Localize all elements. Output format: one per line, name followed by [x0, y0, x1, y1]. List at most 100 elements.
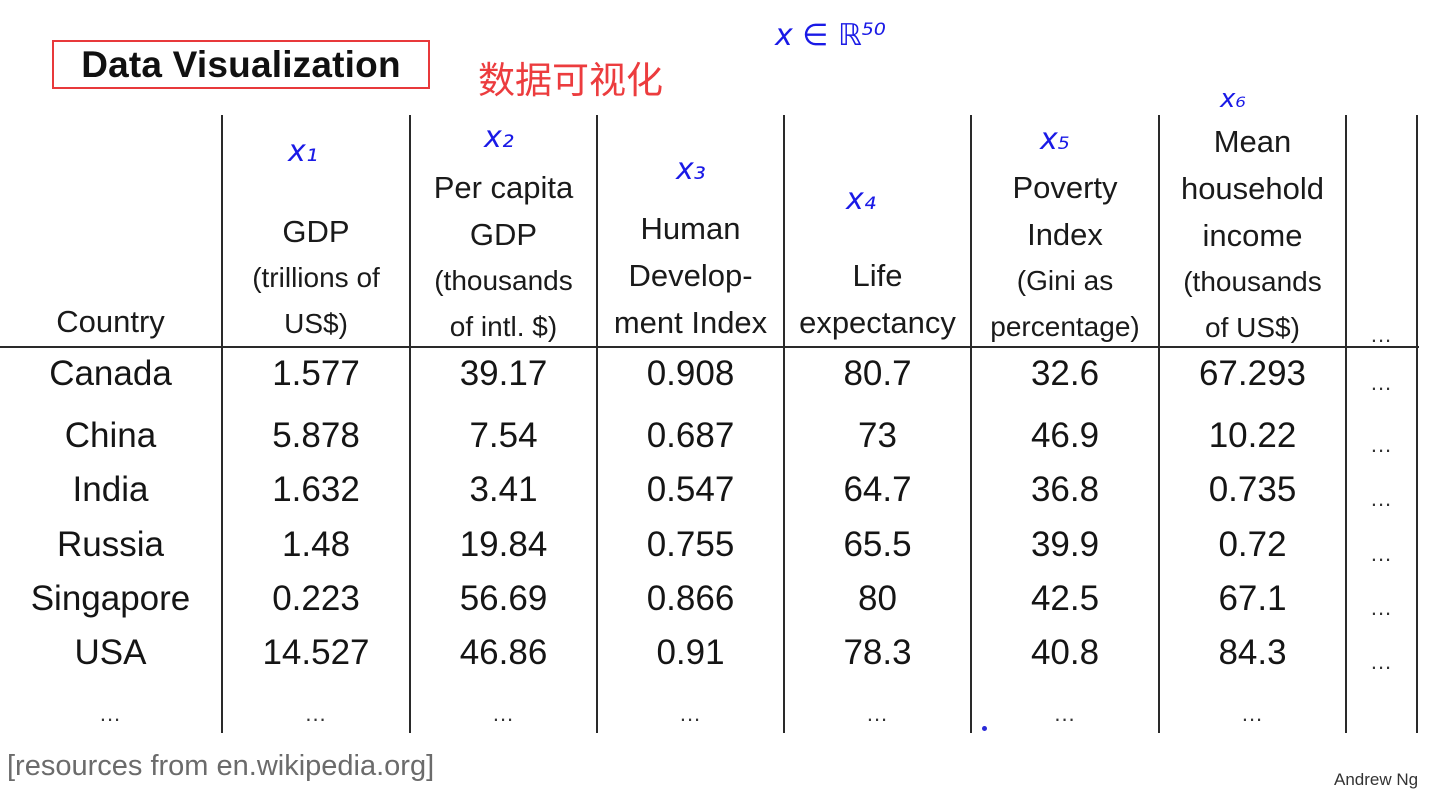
- cell-gdp: 1.48: [281, 525, 351, 564]
- cell-gdp: 5.878: [272, 416, 360, 455]
- cell-hdi: 0.755: [646, 525, 735, 564]
- column-divider: [221, 115, 223, 733]
- cell-household-income: 0.735: [1208, 470, 1297, 509]
- header-line: Per capita: [433, 170, 574, 205]
- cell-life-expectancy: 78.3: [843, 633, 912, 672]
- cell-life-expectancy: 73: [858, 416, 897, 455]
- feature-label-x2: x₂: [484, 120, 514, 155]
- feature-label-x1: x₁: [288, 134, 318, 169]
- feature-label-x6: x₆: [1220, 84, 1246, 114]
- cell-country: Russia: [57, 525, 164, 564]
- cell-more: ...: [1370, 649, 1393, 674]
- header-line: ment Index: [613, 305, 768, 340]
- cell-household-income: ...: [1241, 701, 1264, 726]
- cell-life-expectancy: 80: [858, 579, 897, 618]
- cell-per-capita-gdp: 39.17: [459, 354, 548, 393]
- cell-country: ...: [99, 701, 122, 726]
- column-divider: [1158, 115, 1160, 733]
- cell-country: Canada: [49, 354, 172, 393]
- cell-hdi: 0.91: [656, 633, 725, 672]
- header-subline: US$): [284, 308, 348, 339]
- column-header-country: Country: [0, 298, 221, 345]
- pen-dot-mark: [982, 726, 987, 731]
- author-credit: Andrew Ng: [1334, 770, 1419, 789]
- source-citation: [resources from en.wikipedia.org]: [7, 750, 435, 782]
- header-line: household: [1180, 171, 1325, 206]
- feature-label-x5: x₅: [1040, 122, 1070, 157]
- header-line: Life: [852, 258, 903, 293]
- cell-per-capita-gdp: ...: [492, 701, 515, 726]
- slide-title-box: Data Visualization: [52, 40, 430, 89]
- column-divider: [409, 115, 411, 733]
- cell-household-income: 67.1: [1218, 579, 1287, 618]
- cell-more: ...: [1370, 432, 1393, 457]
- column-divider: [1345, 115, 1347, 733]
- cell-country: India: [72, 470, 149, 509]
- header-subline: of US$): [1205, 312, 1300, 343]
- column-header-hdi: Human Develop- ment Index: [598, 205, 783, 346]
- header-subline: (thousands: [1183, 266, 1322, 297]
- slide-title: Data Visualization: [81, 43, 401, 85]
- cell-life-expectancy: 64.7: [843, 470, 912, 509]
- cell-more: ...: [1370, 486, 1393, 511]
- cell-household-income: 10.22: [1208, 416, 1297, 455]
- column-header-gdp: GDP (trillions of US$): [223, 208, 409, 347]
- cell-per-capita-gdp: 3.41: [469, 470, 538, 509]
- cell-hdi: 0.687: [646, 416, 735, 455]
- cell-hdi: 0.866: [646, 579, 735, 618]
- handwritten-annotation-dimension: x ∈ ℝ⁵⁰: [775, 18, 886, 53]
- header-line: GDP: [282, 214, 350, 249]
- cell-per-capita-gdp: 7.54: [469, 416, 538, 455]
- cell-household-income: 0.72: [1218, 525, 1287, 564]
- cell-per-capita-gdp: 46.86: [459, 633, 548, 672]
- cell-country: USA: [74, 633, 147, 672]
- cell-more: ...: [1370, 541, 1393, 566]
- column-divider: [970, 115, 972, 733]
- cell-household-income: 84.3: [1218, 633, 1287, 672]
- cell-gdp: 14.527: [262, 633, 370, 672]
- cell-hdi: 0.547: [646, 470, 735, 509]
- cell-more: ...: [1370, 370, 1393, 395]
- cell-poverty-index: 32.6: [1030, 354, 1100, 393]
- cell-gdp: 1.632: [272, 470, 360, 509]
- cell-more: ...: [1370, 595, 1393, 620]
- cell-poverty-index: 39.9: [1030, 525, 1100, 564]
- cell-country: China: [64, 416, 157, 455]
- header-line: Human: [640, 211, 741, 246]
- cell-life-expectancy: 65.5: [843, 525, 912, 564]
- cell-gdp: 0.223: [272, 579, 360, 618]
- cell-life-expectancy: 80.7: [843, 354, 912, 393]
- cell-gdp: ...: [305, 701, 327, 726]
- cell-poverty-index: 40.8: [1030, 633, 1100, 672]
- cell-per-capita-gdp: 56.69: [459, 579, 548, 618]
- feature-label-x4: x₄: [846, 182, 876, 217]
- cell-household-income: 67.293: [1198, 354, 1307, 393]
- header-subline: (Gini as: [1016, 265, 1114, 296]
- cell-poverty-index: 36.8: [1030, 470, 1100, 509]
- cell-hdi: 0.908: [646, 354, 735, 393]
- column-header-poverty-index: Poverty Index (Gini as percentage): [972, 164, 1158, 350]
- header-line: Country: [56, 304, 165, 339]
- header-subline: (thousands: [434, 265, 573, 296]
- cell-hdi: ...: [679, 701, 702, 726]
- cell-life-expectancy: ...: [866, 701, 889, 726]
- header-divider: [0, 346, 1419, 348]
- column-header-life-expectancy: Life expectancy: [785, 252, 970, 346]
- header-line: Mean: [1213, 124, 1292, 159]
- cell-poverty-index: 42.5: [1030, 579, 1100, 618]
- header-line: income: [1202, 218, 1303, 253]
- column-header-mean-household-income: Mean household income (thousands of US$): [1160, 118, 1345, 351]
- column-divider: [596, 115, 598, 733]
- title-translation: 数据可视化: [478, 59, 663, 102]
- column-divider: [1416, 115, 1418, 733]
- header-line: expectancy: [799, 305, 956, 340]
- header-line: Poverty: [1012, 170, 1118, 205]
- header-line: GDP: [469, 217, 538, 252]
- cell-gdp: 1.577: [272, 354, 360, 393]
- header-line: Index: [1027, 217, 1103, 252]
- cell-per-capita-gdp: 19.84: [459, 525, 548, 564]
- feature-label-x3: x₃: [676, 152, 706, 187]
- header-line: Develop-: [628, 258, 753, 293]
- cell-country: Singapore: [30, 579, 191, 618]
- header-subline: of intl. $): [449, 311, 558, 342]
